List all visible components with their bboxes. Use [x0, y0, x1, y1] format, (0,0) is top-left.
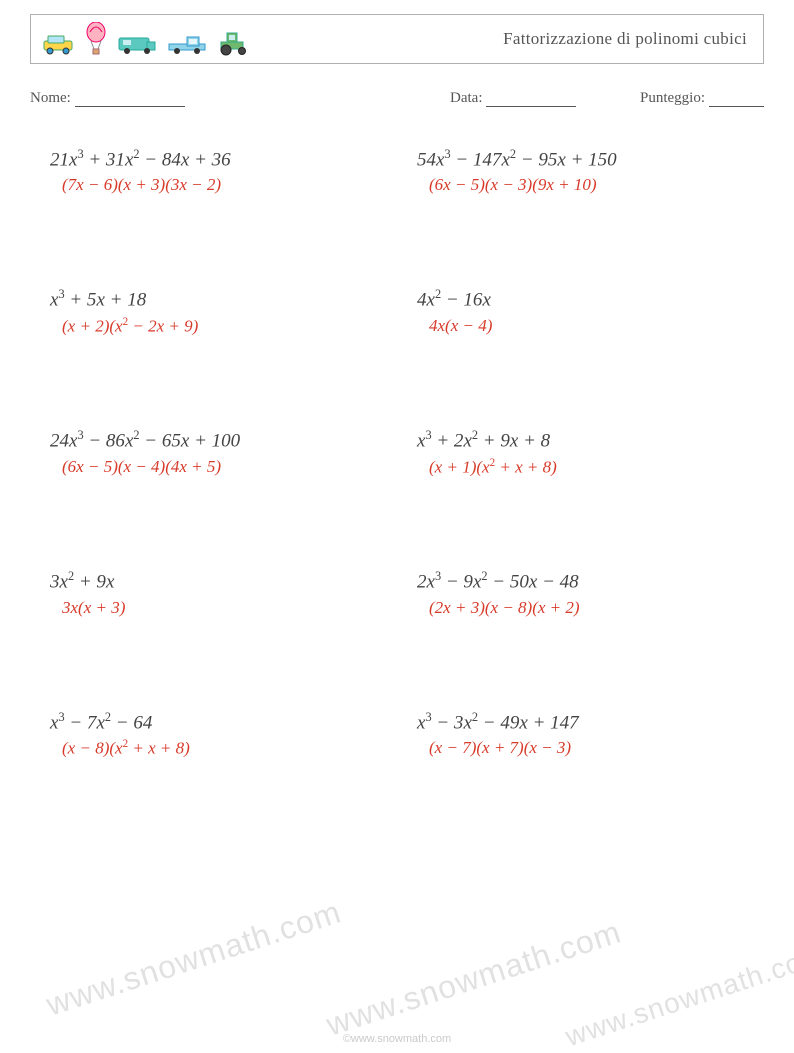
problem-answer: (x + 1)(x2 + x + 8) [417, 457, 764, 478]
name-blank [75, 92, 185, 107]
problem-expression: x3 + 2x2 + 9x + 8 [417, 428, 764, 452]
problem-expression: 2x3 − 9x2 − 50x − 48 [417, 569, 764, 593]
watermark: www.snowmath.com [322, 913, 626, 1043]
footer-copyright: ©www.snowmath.com [0, 1033, 794, 1045]
problem-answer: (2x + 3)(x − 8)(x + 2) [417, 598, 764, 618]
meta-row: Nome: Data: Punteggio: [30, 90, 764, 107]
problem-answer: (x + 2)(x2 − 2x + 9) [50, 316, 397, 337]
score-label: Punteggio: [640, 90, 705, 106]
problem-expression: x3 − 3x2 − 49x + 147 [417, 710, 764, 734]
problem-expression: 54x3 − 147x2 − 95x + 150 [417, 147, 764, 171]
problem-expression: x3 + 5x + 18 [50, 287, 397, 311]
problem-answer: (x − 8)(x2 + x + 8) [50, 738, 397, 759]
date-blank [486, 92, 576, 107]
problem-answer: (6x − 5)(x − 3)(9x + 10) [417, 175, 764, 195]
balloon-icon [85, 22, 107, 56]
problem-expression: 4x2 − 16x [417, 287, 764, 311]
header-box: Fattorizzazione di polinomi cubici [30, 14, 764, 64]
name-label: Nome: [30, 90, 71, 106]
truck-icon [167, 32, 207, 56]
problem-expression: 24x3 − 86x2 − 65x + 100 [50, 428, 397, 452]
problem-expression: 21x3 + 31x2 − 84x + 36 [50, 147, 397, 171]
problems-grid: 21x3 + 31x2 − 84x + 36 (7x − 6)(x + 3)(3x… [30, 147, 764, 759]
problem-answer: 4x(x − 4) [417, 316, 764, 336]
date-label: Data: [450, 90, 482, 106]
problem-answer: (7x − 6)(x + 3)(3x − 2) [50, 175, 397, 195]
watermark: www.snowmath.com [42, 893, 346, 1023]
score-blank [709, 92, 764, 107]
van-icon [117, 32, 157, 56]
problem-answer: (x − 7)(x + 7)(x − 3) [417, 738, 764, 758]
car-icon [41, 32, 75, 56]
problem-expression: x3 − 7x2 − 64 [50, 710, 397, 734]
problem-answer: (6x − 5)(x − 4)(4x + 5) [50, 457, 397, 477]
worksheet-title: Fattorizzazione di polinomi cubici [503, 29, 747, 49]
problem-answer: 3x(x + 3) [50, 598, 397, 618]
problem-expression: 3x2 + 9x [50, 569, 397, 593]
header-icons [41, 22, 251, 56]
tractor-icon [217, 30, 251, 56]
